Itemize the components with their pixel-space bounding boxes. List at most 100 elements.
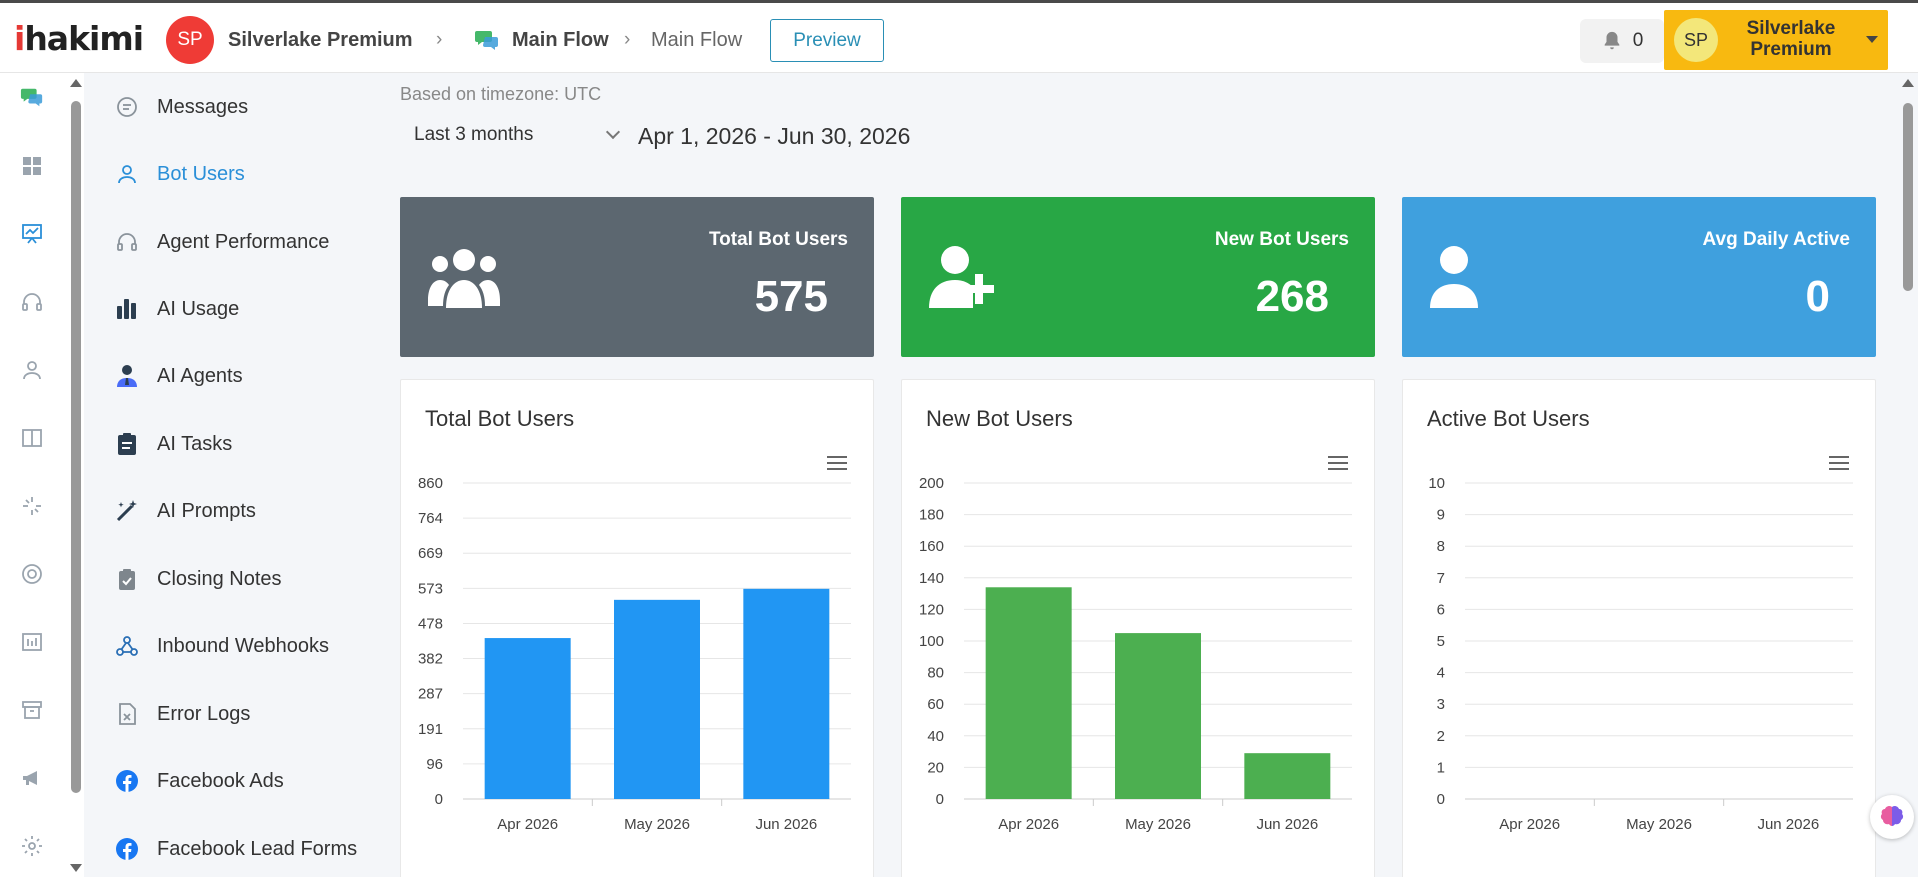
lifebuoy-icon[interactable] <box>18 560 46 588</box>
x-tick-label: Apr 2026 <box>1499 816 1560 833</box>
bar[interactable] <box>614 599 700 799</box>
headset-icon[interactable] <box>18 288 46 316</box>
y-tick-label: 0 <box>936 791 944 808</box>
chat-bubbles-icon <box>475 31 498 50</box>
y-tick-label: 10 <box>1428 475 1445 492</box>
y-tick-label: 40 <box>927 728 944 745</box>
sidebar-item-error-logs[interactable]: Error Logs <box>114 696 250 732</box>
chart-card-new-bot-users: New Bot Users 0 20 40 60 80 100 120 140 160 180 20… <box>901 379 1375 877</box>
scroll-up-icon[interactable] <box>70 79 82 87</box>
bar-chart: 0 96 191 287 382 478 573 669 764 860 Apr 2026 May 2… <box>418 475 851 833</box>
y-tick-label: 100 <box>919 633 944 650</box>
hamburger-menu-icon[interactable] <box>827 456 847 472</box>
y-tick-label: 0 <box>1437 791 1445 808</box>
dashboard-icon[interactable] <box>18 152 46 180</box>
clipboard-check-icon <box>119 569 135 590</box>
y-tick-label: 160 <box>919 538 944 555</box>
facebook-icon <box>116 770 138 792</box>
sidebar-item-inbound-webhooks[interactable]: Inbound Webhooks <box>114 628 329 664</box>
sidebar-item-ai-prompts[interactable]: AI Prompts <box>114 493 256 529</box>
ihakimi-logo[interactable]: ihakimi <box>14 19 144 58</box>
sidebar-item-facebook-ads[interactable]: Facebook Ads <box>114 763 284 799</box>
headset-icon <box>117 233 137 251</box>
ai-assistant-button[interactable] <box>1870 795 1914 839</box>
notifications-button[interactable]: 0 <box>1580 19 1664 63</box>
chevron-right-icon: › <box>436 29 443 50</box>
y-tick-label: 200 <box>919 475 944 492</box>
y-tick-label: 860 <box>418 475 443 492</box>
rail-scrollbar[interactable] <box>68 73 84 877</box>
main-content: Based on timezone: UTC Last 3 months Apr… <box>378 73 1898 877</box>
account-name[interactable]: Silverlake Premium <box>228 29 413 51</box>
x-tick-label: May 2026 <box>1626 816 1692 833</box>
stat-card-total-bot-users: Total Bot Users 575 <box>400 197 874 357</box>
user-menu-button[interactable]: SP Silverlake Premium <box>1664 10 1888 70</box>
archive-icon[interactable] <box>18 696 46 724</box>
main-scrollbar[interactable] <box>1898 73 1918 877</box>
hamburger-menu-icon[interactable] <box>1328 456 1348 472</box>
user-icon <box>118 165 136 184</box>
date-range-text[interactable]: Apr 1, 2026 - Jun 30, 2026 <box>638 123 911 149</box>
y-tick-label: 20 <box>927 759 944 776</box>
clipboard-icon <box>118 433 136 455</box>
columns-icon[interactable] <box>18 424 46 452</box>
breadcrumb-flow[interactable]: Main Flow <box>512 29 609 51</box>
y-tick-label: 60 <box>927 696 944 713</box>
bar[interactable] <box>484 638 571 799</box>
sidebar-item-agent-performance[interactable]: Agent Performance <box>114 224 329 260</box>
bar-chart: 0 20 40 60 80 100 120 140 160 180 200 Apr 2026 May 2… <box>919 475 1352 833</box>
y-tick-label: 3 <box>1437 696 1445 713</box>
date-range-select[interactable]: Last 3 months <box>400 113 628 157</box>
sidebar-item-ai-tasks[interactable]: AI Tasks <box>114 426 232 462</box>
rail-scroll-thumb[interactable] <box>71 101 81 793</box>
sidebar-item-facebook-lead-forms[interactable]: Facebook Lead Forms <box>114 831 357 867</box>
sidebar-item-messages[interactable]: Messages <box>114 89 248 125</box>
sidebar-item-closing-notes[interactable]: Closing Notes <box>114 561 282 597</box>
chevron-down-icon <box>605 124 621 140</box>
y-tick-label: 382 <box>418 651 443 668</box>
bar[interactable] <box>743 588 830 799</box>
user-icon[interactable] <box>18 356 46 384</box>
webhook-icon <box>116 636 138 656</box>
report-icon[interactable] <box>18 628 46 656</box>
y-tick-label: 287 <box>418 686 443 703</box>
gear-icon[interactable] <box>18 832 46 860</box>
sidebar-item-ai-agents[interactable]: AI Agents <box>114 358 243 394</box>
chart-card-active-bot-users: Active Bot Users 0 1 2 3 4 5 6 7 8 9 10 Apr 2026 May… <box>1402 379 1876 877</box>
bell-icon <box>1604 31 1620 50</box>
notification-count: 0 <box>1632 30 1644 51</box>
x-tick-label: Apr 2026 <box>497 816 558 833</box>
chart-title: Total Bot Users <box>425 406 575 431</box>
single-user-icon <box>1430 246 1478 308</box>
y-tick-label: 764 <box>418 510 443 527</box>
hamburger-menu-icon[interactable] <box>1829 456 1849 472</box>
y-tick-label: 191 <box>418 721 443 738</box>
scroll-up-icon[interactable] <box>1902 79 1914 87</box>
stat-card-new-bot-users: New Bot Users 268 <box>901 197 1375 357</box>
megaphone-icon[interactable] <box>18 764 46 792</box>
scroll-down-icon[interactable] <box>70 864 82 872</box>
bar-chart-icon <box>117 299 136 319</box>
magic-wand-icon <box>116 500 137 522</box>
sidebar-item-ai-usage[interactable]: AI Usage <box>114 291 239 327</box>
preview-button[interactable]: Preview <box>770 19 884 62</box>
y-tick-label: 9 <box>1437 507 1445 524</box>
y-tick-label: 0 <box>435 791 443 808</box>
chat-bubbles-icon[interactable] <box>18 83 46 111</box>
bar[interactable] <box>1244 753 1331 799</box>
top-bar: ihakimi SP Silverlake Premium › Main Flo… <box>0 0 1918 73</box>
sparkle-icon[interactable] <box>18 492 46 520</box>
account-avatar[interactable]: SP <box>166 16 214 64</box>
chart-title: Active Bot Users <box>1427 406 1590 431</box>
y-tick-label: 6 <box>1437 601 1445 618</box>
sidebar-item-bot-users[interactable]: Bot Users <box>114 156 245 192</box>
user-name: Silverlake Premium <box>1746 18 1836 60</box>
y-tick-label: 180 <box>919 507 944 524</box>
y-tick-label: 5 <box>1437 633 1445 650</box>
bar-chart: 0 1 2 3 4 5 6 7 8 9 10 Apr 2026 May 2026 Jun 2026 <box>1428 475 1853 833</box>
main-scroll-thumb[interactable] <box>1903 103 1913 291</box>
chat-icon <box>117 97 137 117</box>
bar[interactable] <box>1115 633 1201 799</box>
analytics-icon[interactable] <box>18 220 46 248</box>
bar[interactable] <box>985 587 1072 799</box>
